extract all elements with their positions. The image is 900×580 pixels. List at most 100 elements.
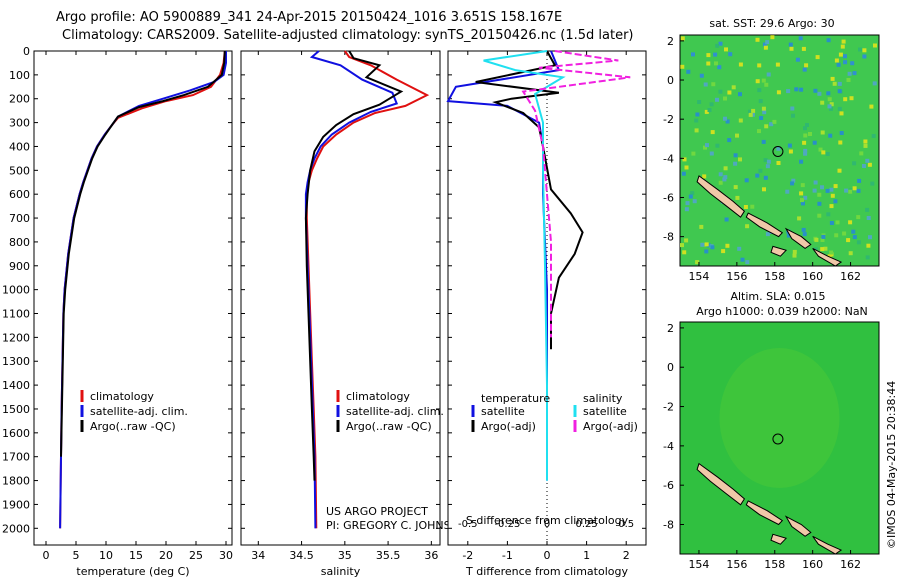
- sst-pixel: [745, 260, 750, 265]
- sst-pixel: [751, 108, 756, 113]
- y-tick-label: 1300: [2, 355, 30, 368]
- sst-pixel: [865, 255, 870, 260]
- sst-pixel: [697, 100, 702, 104]
- sst-pixel: [798, 36, 803, 41]
- legend-label: Argo(..raw -QC): [90, 420, 176, 433]
- y-tick-label: -6: [663, 479, 674, 492]
- sst-pixel: [688, 194, 693, 199]
- sst-pixel: [684, 207, 689, 212]
- sst-pixel: [759, 116, 764, 120]
- sst-pixel: [723, 116, 727, 121]
- sst-pixel: [714, 61, 718, 66]
- sst-pixel: [802, 67, 807, 72]
- sst-pixel: [843, 97, 848, 102]
- sst-pixel: [803, 133, 808, 138]
- sst-pixel: [718, 180, 723, 185]
- sst-pixel: [817, 192, 822, 197]
- sst-pixel: [856, 188, 861, 193]
- sst-pixel: [711, 82, 716, 87]
- x-tick-label: -2: [462, 549, 473, 562]
- land-polygon: [745, 212, 784, 238]
- x-tick-label: -1: [502, 549, 513, 562]
- s-axis-label: S difference from climatology: [466, 514, 629, 527]
- x-tick-label: 160: [802, 270, 823, 283]
- sst-pixel: [764, 82, 769, 87]
- sst-pixel: [788, 149, 793, 154]
- sst-pixel: [744, 178, 749, 183]
- sst-pixel: [865, 207, 870, 212]
- s-tick-label: 0: [544, 519, 550, 530]
- land-polygon: [745, 500, 784, 526]
- sst-pixel: [827, 254, 832, 259]
- sst-pixel: [748, 112, 753, 117]
- sst-pixel: [800, 183, 805, 188]
- sst-pixel: [802, 232, 807, 237]
- sst-pixel: [826, 91, 831, 96]
- sst-pixel: [695, 112, 700, 117]
- sst-pixel: [840, 44, 845, 49]
- plot-frame: [240, 50, 441, 546]
- sst-pixel: [699, 224, 704, 229]
- sst-pixel: [843, 60, 848, 65]
- sst-pixel: [866, 243, 871, 248]
- copyright-stamp: ©IMOS 04-May-2015 20:38:44: [885, 380, 898, 549]
- sst-pixel: [724, 47, 728, 52]
- sst-pixel: [801, 227, 806, 232]
- y-tick-label: 0: [667, 361, 674, 374]
- sst-pixel: [829, 204, 834, 209]
- sst-pixel: [715, 143, 720, 148]
- sst-pixel: [699, 73, 704, 78]
- sst-pixel: [748, 109, 752, 114]
- legend-label: climatology: [346, 390, 410, 403]
- sst-pixel: [750, 112, 755, 117]
- sst-pixel: [826, 38, 831, 43]
- sst-pixel: [763, 158, 768, 163]
- sst-pixel: [838, 140, 843, 145]
- sst-pixel: [738, 62, 743, 67]
- sst-pixel: [725, 243, 730, 248]
- sst-pixel: [856, 215, 861, 220]
- x-tick-label: 160: [802, 558, 823, 571]
- sst-pixel: [797, 216, 802, 221]
- sst-pixel: [776, 90, 781, 95]
- land-polygon: [812, 247, 843, 267]
- y-tick-label: -6: [663, 191, 674, 204]
- y-tick-label: 700: [9, 212, 30, 225]
- sst-pixel: [785, 189, 790, 194]
- sst-pixel: [758, 168, 763, 173]
- sst-pixel: [862, 48, 867, 53]
- sst-pixel: [706, 53, 711, 58]
- sst-pixel: [700, 242, 705, 247]
- x-tick-label: 1: [583, 549, 590, 562]
- x-tick-label: 154: [688, 558, 709, 571]
- argo-position-marker: [772, 145, 784, 157]
- y-tick-label: -4: [663, 152, 674, 165]
- sst-pixel: [849, 96, 854, 101]
- sst-pixel: [862, 54, 867, 59]
- sst-pixel: [681, 171, 686, 176]
- sst-pixel: [802, 140, 807, 145]
- plot-frame: [33, 50, 233, 546]
- annotation-project: US ARGO PROJECT: [326, 505, 428, 518]
- land-polygon: [770, 533, 788, 545]
- x-tick-label: 35.5: [376, 549, 401, 562]
- series-argo-raw-qc-: [60, 50, 226, 457]
- panel-difference: [446, 50, 647, 546]
- sst-pixel: [866, 216, 871, 220]
- sst-pixel: [830, 76, 835, 81]
- sst-pixel: [692, 199, 697, 204]
- y-tick-label: 2000: [2, 522, 30, 535]
- sst-pixel: [761, 139, 766, 144]
- x-tick-label: 162: [840, 558, 861, 571]
- map-sst-map: [679, 34, 880, 267]
- x-tick-label: 154: [688, 270, 709, 283]
- x-tick-label: 15: [129, 549, 143, 562]
- sst-pixel: [803, 151, 808, 156]
- sst-pixel: [718, 172, 723, 177]
- sst-pixel: [832, 81, 837, 86]
- sst-pixel: [709, 151, 714, 156]
- land-polygon: [784, 515, 812, 537]
- sst-pixel: [755, 37, 760, 42]
- sst-pixel: [869, 104, 874, 109]
